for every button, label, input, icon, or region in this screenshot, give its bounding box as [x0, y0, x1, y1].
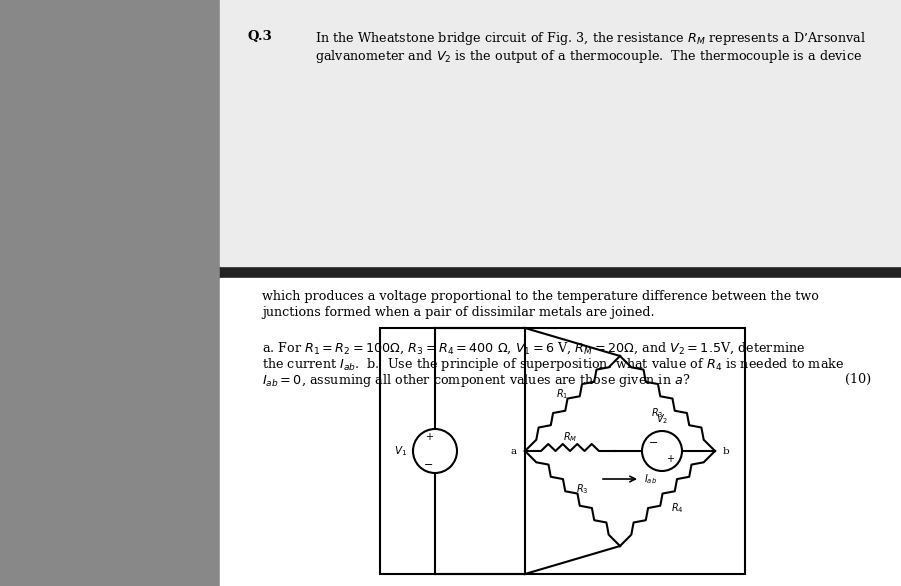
Text: b: b: [723, 447, 730, 455]
Text: $R_3$: $R_3$: [576, 482, 588, 496]
Text: junctions formed when a pair of dissimilar metals are joined.: junctions formed when a pair of dissimil…: [262, 306, 655, 319]
Bar: [220, 0, 901, 267]
Text: +: +: [425, 432, 433, 442]
Text: +: +: [666, 454, 674, 464]
Text: (10): (10): [845, 373, 871, 386]
Text: −: −: [424, 460, 433, 470]
Text: $R_4$: $R_4$: [671, 502, 684, 515]
Text: $V_1$: $V_1$: [394, 444, 407, 458]
Text: $R_1$: $R_1$: [557, 387, 569, 400]
Bar: [220, 278, 901, 586]
Text: galvanometer and $V_2$ is the output of a thermocouple.  The thermocouple is a d: galvanometer and $V_2$ is the output of …: [315, 48, 862, 65]
Bar: [0, 0, 220, 586]
Text: $I_{ab} = 0$, assuming all other component values are those given in $a$?: $I_{ab} = 0$, assuming all other compone…: [262, 373, 690, 390]
Bar: [220, 267, 901, 278]
Text: −: −: [650, 438, 659, 448]
Bar: [380, 328, 745, 574]
Text: $V_2$: $V_2$: [656, 412, 669, 426]
Text: Q.3: Q.3: [248, 30, 273, 43]
Circle shape: [413, 429, 457, 473]
Text: $I_{ab}$: $I_{ab}$: [644, 472, 657, 486]
Circle shape: [642, 431, 682, 471]
Text: a: a: [511, 447, 517, 455]
Text: a. For $R_1 = R_2 = 100\Omega$, $R_3 = R_4 = 400\ \Omega$, $V_1 = 6$ V, $R_M = 2: a. For $R_1 = R_2 = 100\Omega$, $R_3 = R…: [262, 340, 805, 356]
Text: the current $I_{ab}$.  b.  Use the principle of superposition. what value of $R_: the current $I_{ab}$. b. Use the princip…: [262, 356, 844, 373]
Text: which produces a voltage proportional to the temperature difference between the : which produces a voltage proportional to…: [262, 291, 819, 304]
Text: $R_3$: $R_3$: [651, 407, 664, 420]
Text: $R_M$: $R_M$: [563, 430, 578, 444]
Text: In the Wheatstone bridge circuit of Fig. 3, the resistance $R_M$ represents a D’: In the Wheatstone bridge circuit of Fig.…: [315, 30, 866, 47]
